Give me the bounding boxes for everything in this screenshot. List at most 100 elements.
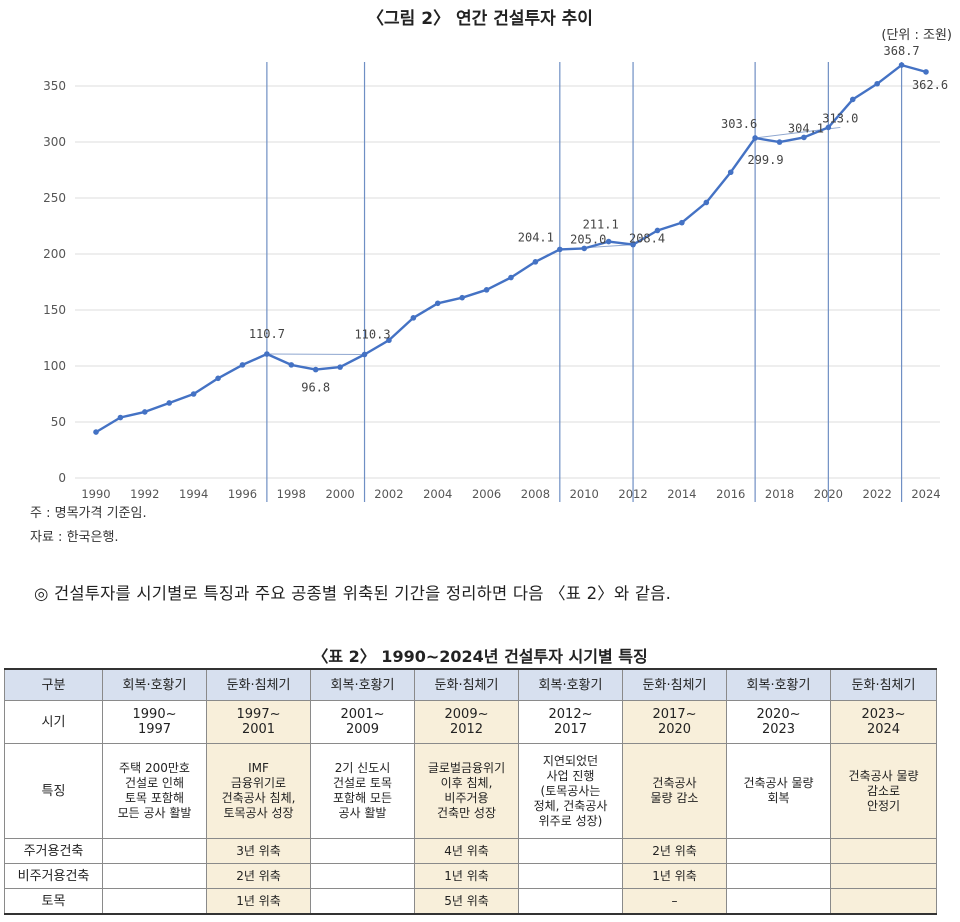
table-title: 〈표 2〉 1990~2024년 건설투자 시기별 특징 <box>312 647 648 666</box>
data-point <box>752 135 758 141</box>
chart-grid <box>75 85 940 479</box>
x-tick-label: 2002 <box>374 487 403 501</box>
x-tick-label: 2024 <box>911 487 940 501</box>
table-cell <box>830 888 937 915</box>
figure-source: 자료 : 한국은행. <box>30 530 119 545</box>
table-cell <box>518 863 623 889</box>
table-cell: 5년 위축 <box>414 888 519 915</box>
data-point <box>337 364 343 370</box>
table-cell <box>102 838 207 864</box>
x-tick-label: 2016 <box>716 487 745 501</box>
x-tick-label: 1996 <box>228 487 257 501</box>
y-tick-label: 100 <box>43 359 66 373</box>
data-point <box>142 409 148 415</box>
data-label: 303.6 <box>721 117 757 131</box>
x-tick-label: 2008 <box>521 487 550 501</box>
row-label: 시기 <box>4 700 103 744</box>
feature-cell: 주택 200만호 건설로 인해 토목 포함해 모든 공사 활발 <box>102 743 207 839</box>
header-cell: 둔화·침체기 <box>622 668 727 701</box>
x-ticks: 1990 1992 1994 1996 1998 2000 2002 2004 2006 2008… <box>81 487 940 501</box>
feature-cell: 2기 신도시 건설로 토목 포함해 모든 공사 활발 <box>310 743 415 839</box>
row-label: 토목 <box>4 888 103 915</box>
period-cell: 2001~ 2009 <box>310 700 415 744</box>
period-cell: 2012~ 2017 <box>518 700 623 744</box>
data-point <box>508 274 514 281</box>
data-point <box>483 287 490 293</box>
data-point <box>874 80 880 87</box>
table-cell: 2년 위축 <box>206 863 311 889</box>
table-row-feature: 특징 주택 200만호 건설로 인해 토목 포함해 모든 공사 활발 IMF 금융위기로… <box>4 743 937 839</box>
table-row-civil: 토목 1년 위축 5년 위축 – <box>4 888 937 915</box>
header-cell: 회복·호황기 <box>102 668 207 701</box>
data-label: 368.7 <box>884 44 920 58</box>
data-point <box>825 124 832 131</box>
data-point <box>434 300 441 307</box>
data-point <box>923 69 929 75</box>
unit-label: (단위 : 조원) <box>881 28 952 43</box>
data-label: 110.7 <box>249 327 285 341</box>
header-cell: 회복·호황기 <box>726 668 831 701</box>
header-cell: 회복·호황기 <box>310 668 415 701</box>
data-point <box>630 241 636 248</box>
data-point <box>679 219 685 226</box>
row-label: 특징 <box>4 743 103 839</box>
table-cell: 4년 위축 <box>414 838 519 864</box>
table-cell: 1년 위축 <box>622 863 727 889</box>
x-tick-label: 2004 <box>423 487 452 501</box>
data-label: 211.1 <box>583 218 619 232</box>
period-cell: 1997~ 2001 <box>206 700 311 744</box>
data-point <box>410 315 417 321</box>
data-point <box>117 414 124 421</box>
y-tick-label: 250 <box>43 191 66 205</box>
data-point <box>215 375 221 382</box>
feature-cell: 글로벌금융위기 이후 침체, 비주거용 건축만 성장 <box>414 743 519 839</box>
feature-cell: 지연되었던 사업 진행 (토목공사는 정체, 건축공사 위주로 성장) <box>518 743 623 839</box>
data-point <box>166 400 173 406</box>
x-tick-label: 2020 <box>814 487 843 501</box>
data-point <box>581 245 588 252</box>
data-point <box>557 246 563 253</box>
data-label: 204.1 <box>518 230 554 244</box>
table-cell: 3년 위축 <box>206 838 311 864</box>
x-tick-label: 2022 <box>863 487 892 501</box>
data-point <box>239 362 246 368</box>
row-label: 비주거용건축 <box>4 863 103 889</box>
x-tick-label: 2012 <box>618 487 647 501</box>
x-tick-label: 2010 <box>570 487 599 501</box>
x-tick-label: 2018 <box>765 487 794 501</box>
period-cell: 2017~ 2020 <box>622 700 727 744</box>
data-point <box>190 391 197 397</box>
table-cell <box>310 863 415 889</box>
period-cell: 1990~ 1997 <box>102 700 207 744</box>
header-cell: 둔화·침체기 <box>830 668 937 701</box>
feature-cell: 건축공사 물량 감소로 안정기 <box>830 743 937 839</box>
x-tick-label: 2006 <box>472 487 501 501</box>
y-tick-label: 50 <box>51 415 66 429</box>
table-cell <box>518 838 623 864</box>
data-point <box>312 366 319 373</box>
table-cell <box>518 888 623 915</box>
row-label: 주거용건축 <box>4 838 103 864</box>
table-cell <box>830 863 937 889</box>
data-label: 304.1 <box>788 121 824 135</box>
table-cell <box>102 863 207 889</box>
table-row-residential: 주거용건축 3년 위축 4년 위축 2년 위축 <box>4 838 937 864</box>
y-tick-label: 300 <box>43 135 66 149</box>
table-cell <box>102 888 207 915</box>
feature-cell: IMF 금융위기로 건축공사 침체, 토목공사 성장 <box>206 743 311 839</box>
data-point <box>801 134 807 141</box>
y-tick-label: 200 <box>43 247 66 261</box>
data-point <box>898 62 905 68</box>
data-point <box>605 238 612 245</box>
table-header-row: 구분 회복·호황기 둔화·침체기 회복·호황기 둔화·침체기 회복·호황기 둔화… <box>4 668 937 701</box>
y-tick-label: 150 <box>43 303 66 317</box>
data-label: 96.8 <box>301 381 330 395</box>
data-label: 110.3 <box>354 327 390 341</box>
data-point <box>654 227 661 234</box>
x-tick-label: 2014 <box>667 487 696 501</box>
header-cell: 회복·호황기 <box>518 668 623 701</box>
table-cell: – <box>622 888 727 915</box>
summary-text: ◎ 건설투자를 시기별로 특징과 주요 공종별 위축된 기간을 정리하면 다음 … <box>34 584 672 603</box>
y-ticks: 0 50 100 150 200 250 300 350 <box>43 79 66 485</box>
